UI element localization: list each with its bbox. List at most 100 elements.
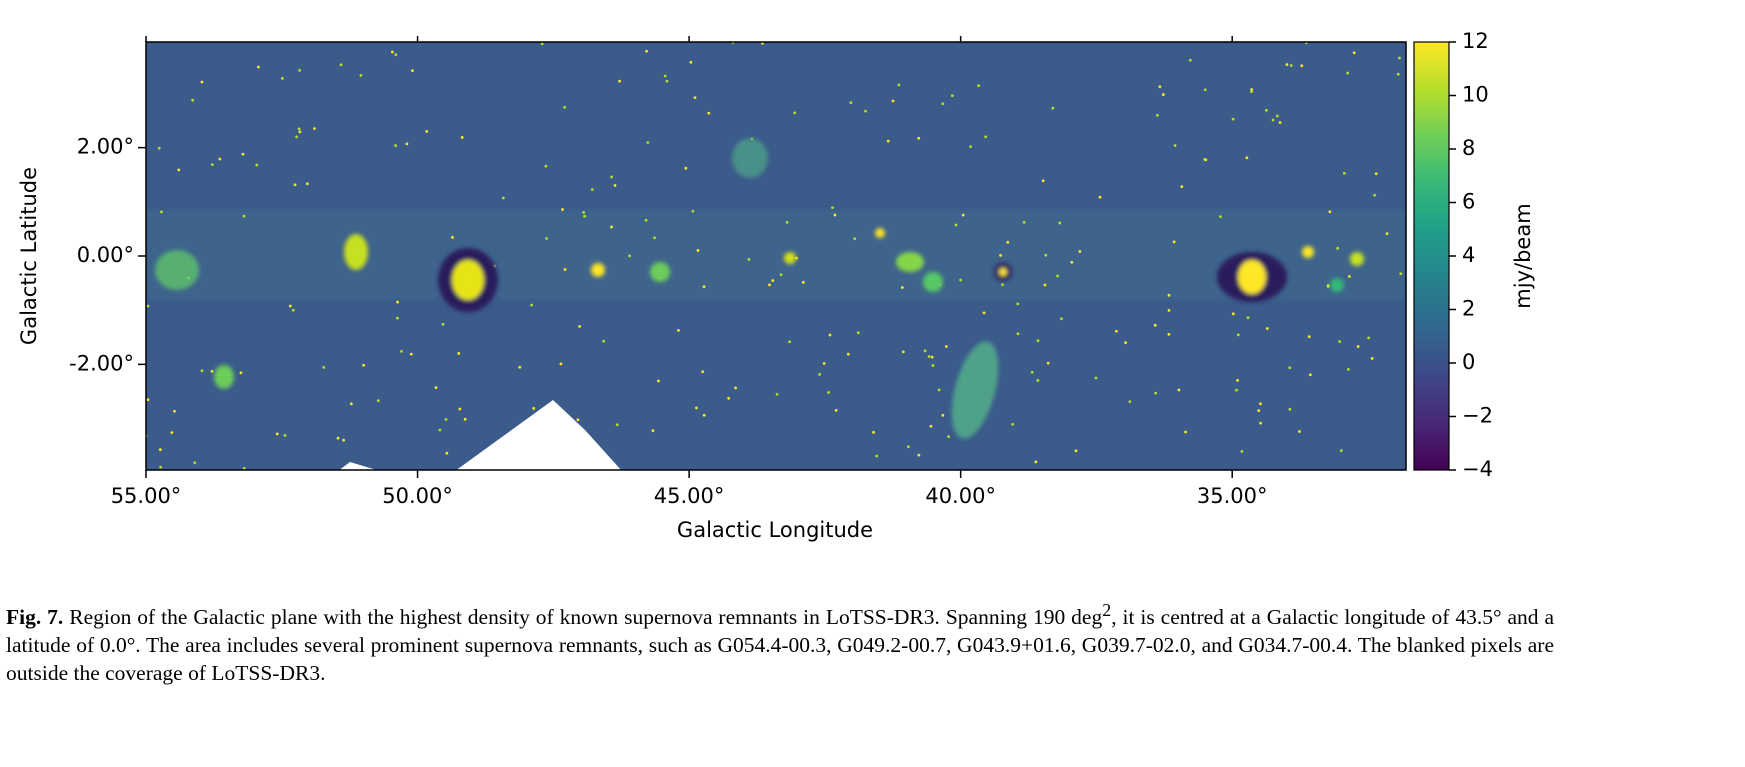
point-source [644, 218, 648, 222]
point-source [947, 435, 950, 439]
point-source [1328, 210, 1332, 214]
point-source [1298, 430, 1301, 433]
point-source [1235, 388, 1238, 392]
point-source [200, 80, 204, 84]
point-source [312, 127, 316, 130]
point-source [1275, 114, 1279, 118]
point-source [831, 206, 834, 210]
point-source [834, 408, 838, 412]
point-source [1346, 71, 1350, 75]
point-source [1250, 88, 1254, 91]
point-source [1161, 93, 1165, 96]
point-source [931, 364, 935, 367]
point-source [610, 225, 613, 229]
point-source [663, 74, 667, 78]
point-source [1167, 293, 1171, 297]
point-source [460, 136, 464, 139]
point-source [665, 79, 669, 83]
point-source [396, 300, 399, 304]
point-source [1288, 366, 1292, 370]
point-source [977, 84, 981, 88]
point-source [657, 379, 660, 383]
point-source [1036, 379, 1040, 382]
blanked-region [339, 462, 377, 470]
point-source [1051, 106, 1055, 110]
point-source [425, 130, 429, 133]
point-source [1326, 284, 1330, 288]
point-source [602, 339, 606, 343]
point-source [1044, 253, 1048, 257]
colorbar-tick-label: 10 [1462, 83, 1489, 107]
point-source [944, 345, 948, 348]
blanked-region [456, 400, 622, 470]
point-source [400, 350, 403, 353]
point-source [1058, 221, 1062, 225]
point-source [457, 352, 461, 355]
y-tick-label: -2.00° [69, 351, 134, 375]
point-source [1016, 332, 1020, 336]
point-source [771, 279, 775, 282]
point-source [1158, 85, 1162, 89]
point-source [1030, 370, 1034, 374]
point-source [645, 49, 648, 53]
colorbar [1413, 41, 1450, 471]
point-source [1078, 250, 1082, 253]
point-source [583, 214, 586, 218]
x-tick-label: 50.00° [382, 484, 453, 508]
point-source [441, 322, 445, 326]
point-source [1016, 302, 1020, 306]
point-source [1114, 329, 1118, 333]
point-source [707, 111, 711, 115]
point-source [677, 328, 680, 332]
figure: Galactic Longitude Galactic Latitude mjy… [17, 29, 1535, 542]
point-source [1124, 341, 1127, 345]
point-source [1307, 335, 1311, 339]
point-source [1070, 260, 1074, 264]
point-source [295, 135, 299, 139]
point-source [293, 183, 297, 187]
point-source [438, 428, 442, 432]
point-source [376, 399, 380, 403]
point-source [959, 278, 963, 282]
point-source [256, 65, 260, 69]
colorbar-tick-label: 12 [1462, 29, 1489, 53]
colorbar-tick-label: 2 [1462, 297, 1475, 321]
point-source [530, 303, 534, 307]
point-source [950, 94, 954, 98]
point-source [734, 386, 738, 390]
point-source [359, 74, 363, 77]
point-source [1188, 58, 1192, 62]
point-sources [146, 42, 1403, 470]
y-tick-label: 2.00° [77, 135, 134, 159]
point-source [1308, 373, 1312, 377]
point-source [1036, 339, 1040, 343]
point-source [501, 196, 505, 200]
point-source [747, 257, 751, 261]
point-source [458, 407, 462, 411]
point-source [1156, 113, 1159, 117]
point-source [339, 63, 343, 67]
point-source [218, 157, 222, 161]
colorbar-tick-label: 0 [1462, 350, 1475, 374]
point-source [872, 430, 875, 434]
point-source [1398, 56, 1401, 60]
point-source [1399, 272, 1403, 276]
colorbar-tick-label: −2 [1462, 404, 1493, 428]
point-source [191, 98, 195, 102]
point-source [696, 249, 700, 252]
point-source [390, 50, 394, 54]
point-source [239, 371, 243, 375]
point-source [1245, 156, 1249, 160]
point-source [1153, 323, 1157, 327]
point-source [444, 418, 448, 421]
point-source [563, 268, 567, 271]
point-source [590, 188, 594, 191]
point-source [576, 418, 580, 422]
point-source [1236, 378, 1239, 382]
point-source [1250, 90, 1253, 94]
point-source [900, 286, 904, 289]
point-source [1094, 376, 1098, 380]
point-source [901, 350, 905, 354]
point-source [1271, 118, 1275, 122]
